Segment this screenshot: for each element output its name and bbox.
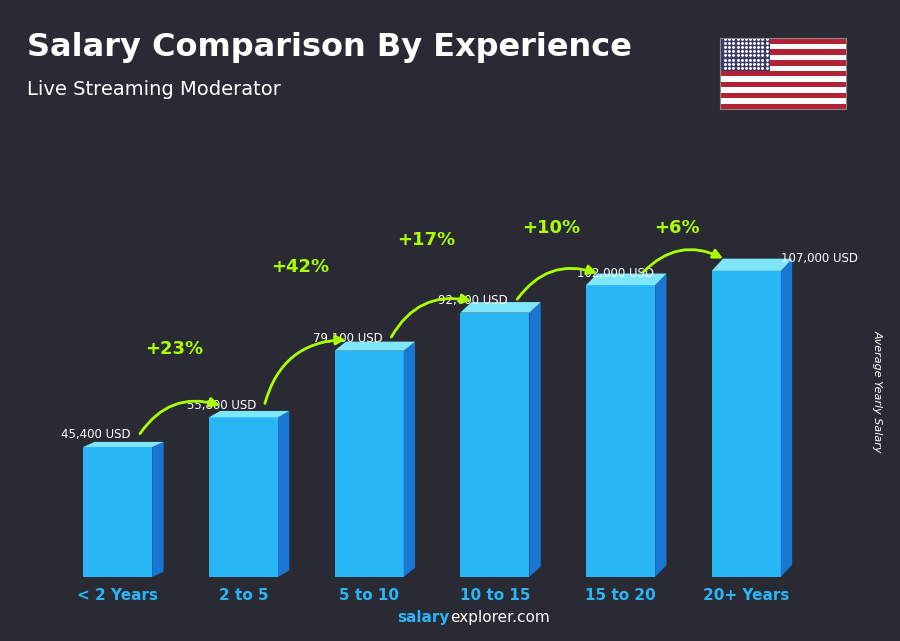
Bar: [720, 104, 846, 109]
Bar: [720, 49, 846, 54]
Polygon shape: [460, 313, 529, 577]
Bar: [720, 87, 846, 93]
Text: +10%: +10%: [522, 219, 580, 237]
Bar: [720, 71, 846, 76]
Bar: [720, 38, 770, 71]
Bar: [720, 98, 846, 104]
Text: explorer.com: explorer.com: [450, 610, 550, 625]
Bar: [720, 65, 846, 71]
Bar: [720, 44, 846, 49]
Text: salary: salary: [398, 610, 450, 625]
Polygon shape: [83, 447, 152, 577]
Polygon shape: [529, 302, 541, 577]
Text: 107,000 USD: 107,000 USD: [781, 253, 859, 265]
Text: Live Streaming Moderator: Live Streaming Moderator: [27, 80, 281, 99]
Polygon shape: [335, 351, 404, 577]
Polygon shape: [586, 285, 655, 577]
Bar: [720, 60, 846, 65]
Bar: [720, 38, 846, 44]
Polygon shape: [83, 442, 164, 447]
Bar: [720, 82, 846, 87]
Text: 79,100 USD: 79,100 USD: [312, 332, 382, 345]
Polygon shape: [712, 271, 781, 577]
Text: +17%: +17%: [397, 231, 454, 249]
Polygon shape: [404, 342, 415, 577]
Bar: [720, 54, 846, 60]
Polygon shape: [335, 342, 415, 351]
Polygon shape: [209, 417, 278, 577]
Polygon shape: [152, 442, 164, 577]
Text: +23%: +23%: [145, 340, 203, 358]
Polygon shape: [781, 259, 792, 577]
Polygon shape: [655, 274, 667, 577]
Polygon shape: [712, 259, 792, 271]
Text: Average Yearly Salary: Average Yearly Salary: [872, 329, 883, 453]
Text: +6%: +6%: [654, 219, 700, 237]
Text: +42%: +42%: [271, 258, 329, 276]
Text: 45,400 USD: 45,400 USD: [61, 428, 130, 442]
Text: Salary Comparison By Experience: Salary Comparison By Experience: [27, 32, 632, 63]
Text: 55,800 USD: 55,800 USD: [187, 399, 256, 412]
Polygon shape: [460, 302, 541, 313]
Text: 102,000 USD: 102,000 USD: [577, 267, 653, 279]
Bar: [720, 76, 846, 82]
Polygon shape: [278, 411, 289, 577]
Polygon shape: [586, 274, 667, 285]
Polygon shape: [209, 411, 289, 417]
Bar: [720, 93, 846, 98]
Text: 92,400 USD: 92,400 USD: [438, 294, 508, 307]
